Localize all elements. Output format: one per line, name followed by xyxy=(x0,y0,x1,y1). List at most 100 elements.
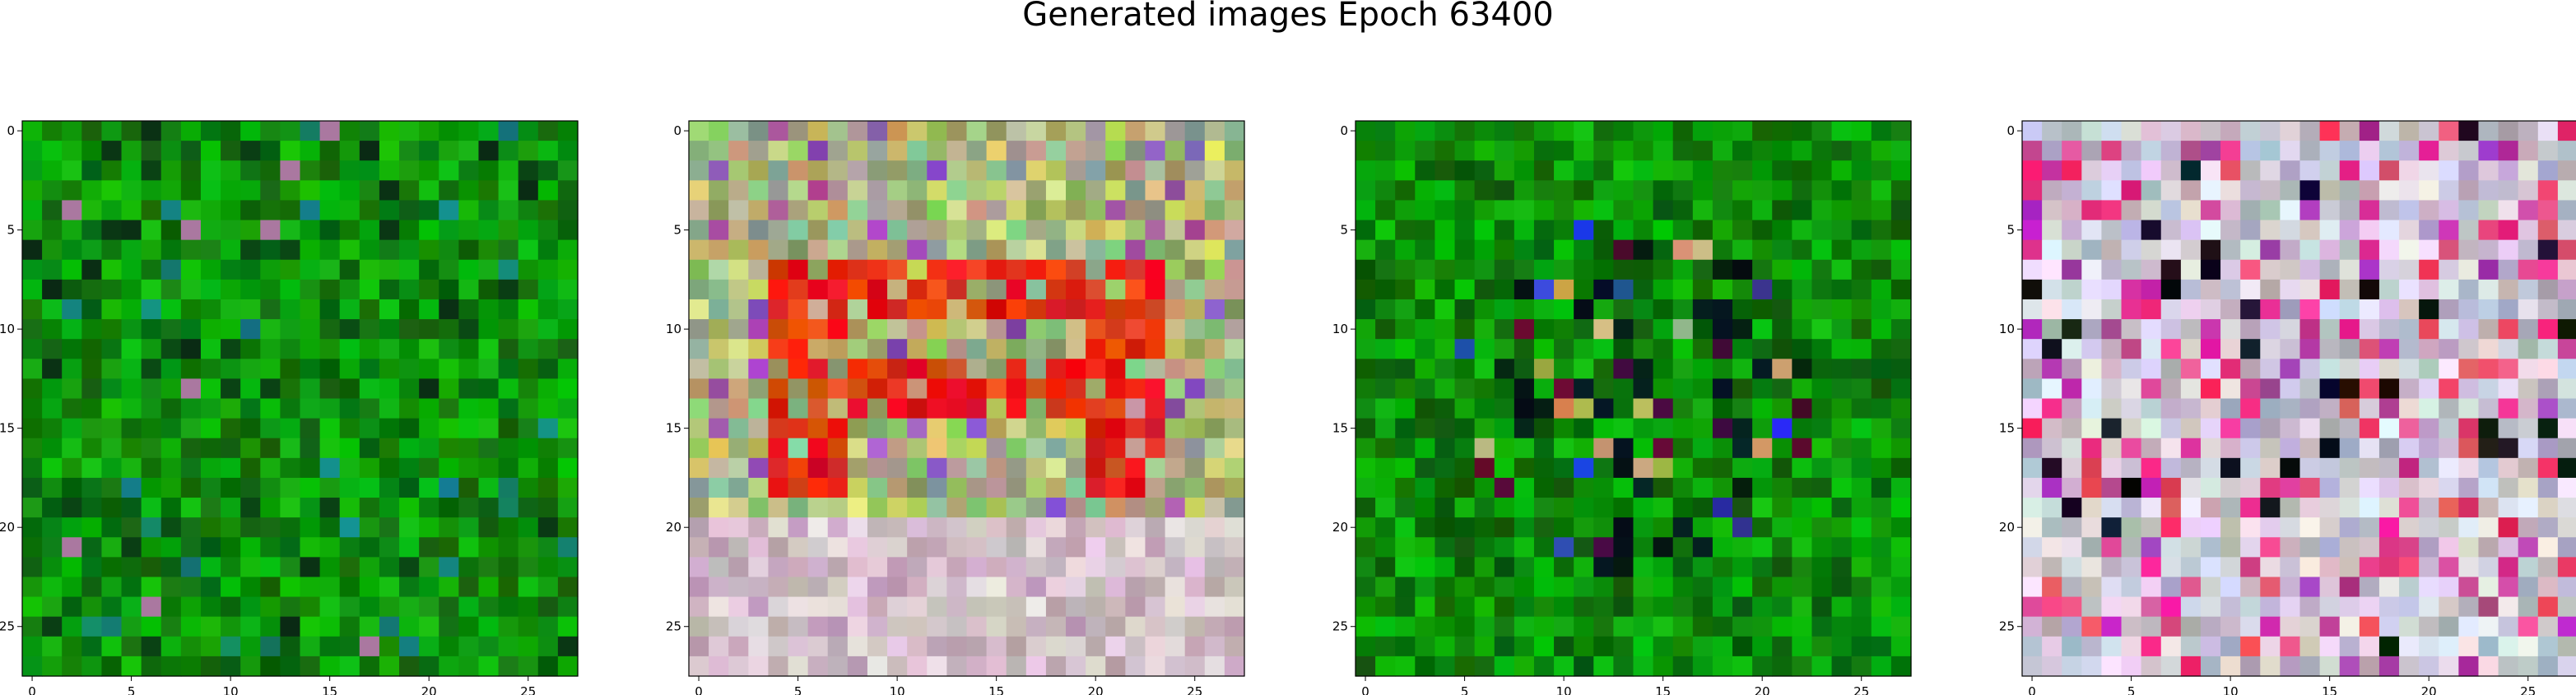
pixel-cell xyxy=(221,597,241,618)
pixel-cell xyxy=(379,220,400,241)
pixel-cell xyxy=(2379,419,2400,439)
pixel-cell xyxy=(1872,399,1892,419)
pixel-cell xyxy=(2340,617,2360,637)
pixel-cell xyxy=(300,121,321,141)
pixel-cell xyxy=(2399,180,2420,201)
pixel-cell xyxy=(2538,637,2559,657)
pixel-cell xyxy=(2240,577,2261,597)
pixel-cell xyxy=(1007,577,1027,597)
pixel-cell xyxy=(967,458,988,479)
pixel-cell xyxy=(1832,399,1853,419)
pixel-cell xyxy=(260,458,281,479)
pixel-cell xyxy=(709,378,729,399)
pixel-cell xyxy=(1185,637,1206,657)
pixel-cell xyxy=(2062,299,2082,320)
pixel-cell xyxy=(1713,399,1733,419)
pixel-cell xyxy=(558,458,579,479)
pixel-cell xyxy=(2022,319,2043,340)
pixel-cell xyxy=(1574,637,1594,657)
pixel-cell xyxy=(81,121,102,141)
pixel-cell xyxy=(2458,280,2479,300)
pixel-cell xyxy=(42,359,63,379)
pixel-cell xyxy=(1872,280,1892,300)
pixel-cell xyxy=(1026,577,1047,597)
pixel-cell xyxy=(2360,617,2380,637)
pixel-cell xyxy=(2439,478,2459,498)
pixel-cell xyxy=(2181,299,2202,320)
pixel-cell xyxy=(42,280,63,300)
pixel-cell xyxy=(2022,478,2043,498)
pixel-cell xyxy=(2042,498,2062,518)
pixel-cell xyxy=(768,160,788,181)
pixel-cell xyxy=(1514,359,1535,379)
pixel-cell xyxy=(2320,517,2341,538)
pixel-cell xyxy=(1772,378,1793,399)
pixel-cell xyxy=(2022,240,2043,261)
pixel-cell xyxy=(161,577,182,597)
pixel-cell xyxy=(2122,359,2142,379)
pixel-cell xyxy=(518,121,539,141)
pixel-cell xyxy=(2181,577,2202,597)
pixel-cell xyxy=(946,498,967,518)
pixel-cell xyxy=(1125,378,1146,399)
pixel-cell xyxy=(1495,637,1515,657)
y-tick-label: 25 xyxy=(0,619,15,634)
pixel-cell xyxy=(728,577,749,597)
pixel-cell xyxy=(1872,240,1892,261)
pixel-cell xyxy=(201,280,221,300)
pixel-cell xyxy=(81,597,102,618)
x-tick-label: 25 xyxy=(2520,684,2536,695)
pixel-cell xyxy=(1693,260,1713,280)
pixel-cell xyxy=(1613,419,1634,439)
pixel-cell xyxy=(1185,438,1206,459)
pixel-cell xyxy=(1395,121,1416,141)
pixel-cell xyxy=(2101,478,2122,498)
pixel-cell xyxy=(1046,280,1067,300)
pixel-cell xyxy=(2419,498,2439,518)
pixel-cell xyxy=(808,319,829,340)
pixel-cell xyxy=(122,280,142,300)
pixel-cell xyxy=(987,160,1007,181)
pixel-cell xyxy=(320,419,341,439)
pixel-cell xyxy=(240,597,261,618)
pixel-cell xyxy=(2538,577,2559,597)
pixel-cell xyxy=(2181,438,2202,459)
pixel-cell xyxy=(2161,419,2182,439)
pixel-cell xyxy=(62,280,82,300)
pixel-cell xyxy=(1185,458,1206,479)
pixel-cell xyxy=(1205,517,1225,538)
pixel-cell xyxy=(22,577,43,597)
pixel-cell xyxy=(848,220,868,241)
pixel-cell xyxy=(1772,419,1793,439)
pixel-cell xyxy=(221,517,241,538)
pixel-cell xyxy=(1832,220,1853,241)
pixel-cell xyxy=(1415,160,1435,181)
pixel-cell xyxy=(2478,339,2499,359)
pixel-cell xyxy=(240,617,261,637)
pixel-cell xyxy=(887,597,908,618)
pixel-cell xyxy=(1713,280,1733,300)
pixel-cell xyxy=(808,180,829,201)
pixel-cell xyxy=(788,339,809,359)
pixel-cell xyxy=(2300,359,2321,379)
pixel-cell xyxy=(22,359,43,379)
pixel-cell xyxy=(379,240,400,261)
pixel-cell xyxy=(2399,637,2420,657)
pixel-cell xyxy=(1185,557,1206,577)
pixel-cell xyxy=(280,577,300,597)
pixel-cell xyxy=(2280,200,2300,220)
pixel-cell xyxy=(1145,577,1165,597)
pixel-cell xyxy=(1355,577,1376,597)
pixel-cell xyxy=(1732,597,1753,618)
pixel-cell xyxy=(1534,438,1555,459)
pixel-cell xyxy=(379,656,400,677)
pixel-cell xyxy=(2101,517,2122,538)
pixel-cell xyxy=(1434,180,1455,201)
pixel-cell xyxy=(1852,121,1872,141)
pixel-cell xyxy=(2518,299,2539,320)
pixel-cell xyxy=(221,577,241,597)
pixel-cell xyxy=(221,260,241,280)
pixel-cell xyxy=(81,438,102,459)
pixel-cell xyxy=(62,597,82,618)
pixel-cell xyxy=(142,617,162,637)
